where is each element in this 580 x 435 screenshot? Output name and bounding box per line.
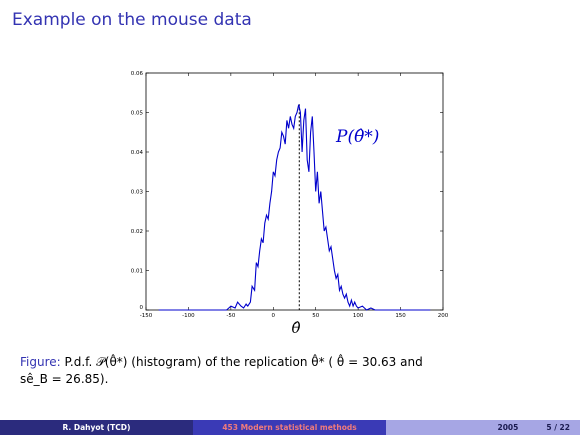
pdf-annotation: P(θ̂*): [335, 127, 379, 147]
x-tick-label: 100: [353, 313, 364, 319]
footer-info: 2005 5 / 22: [386, 420, 580, 435]
x-axis-label: θ̂: [291, 319, 300, 337]
x-tick-label: 0: [272, 313, 276, 319]
plot-area: [145, 72, 444, 311]
x-tick-label: 200: [438, 313, 449, 319]
figure-caption: Figure: P.d.f. 𝒫(θ̂*) (histogram) of the…: [20, 354, 540, 388]
x-tick-label: -100: [182, 313, 195, 319]
caption-text-line2: sê_B = 26.85).: [20, 372, 109, 386]
y-tick-label: 0: [140, 305, 144, 311]
y-tick-label: 0.01: [131, 269, 143, 275]
caption-label: Figure:: [20, 355, 61, 369]
caption-text-line1: P.d.f. 𝒫(θ̂*) (histogram) of the replica…: [64, 355, 423, 369]
x-tick-label: -50: [226, 313, 235, 319]
footer-course: 453 Modern statistical methods: [193, 420, 386, 435]
y-tick-label: 0.04: [131, 150, 144, 156]
footer-page-number: 5 / 22: [546, 423, 570, 432]
y-tick-label: 0.06: [131, 71, 144, 77]
x-tick-label: 150: [395, 313, 406, 319]
x-tick-label: 50: [312, 313, 319, 319]
pdf-series-line: [158, 104, 431, 311]
slide-footer: R. Dahyot (TCD) 453 Modern statistical m…: [0, 420, 580, 435]
axis-tick-labels: -150 -100 -50 0 50 100 150 200 0 0.01 0.02 0.03 0.04…: [131, 71, 449, 319]
y-tick-label: 0.05: [131, 111, 144, 117]
footer-author: R. Dahyot (TCD): [0, 420, 193, 435]
x-tick-label: -150: [140, 313, 153, 319]
y-tick-label: 0.02: [131, 229, 143, 235]
pdf-chart: -150 -100 -50 0 50 100 150 200 0 0.01 0.02 0.03 0.04…: [131, 71, 449, 337]
footer-year: 2005: [497, 423, 519, 432]
slide-title: Example on the mouse data: [12, 10, 252, 30]
y-tick-label: 0.03: [131, 190, 144, 196]
